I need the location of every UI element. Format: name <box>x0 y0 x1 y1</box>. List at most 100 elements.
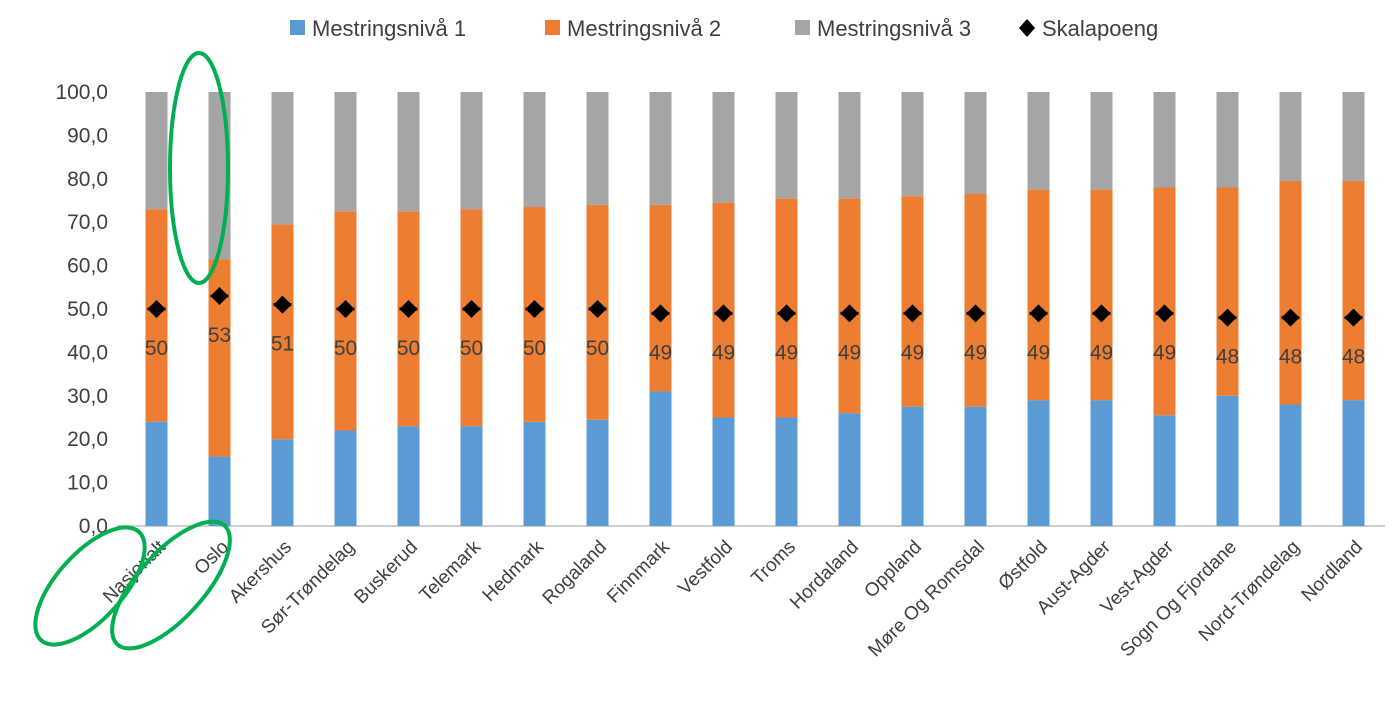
data-label: 50 <box>334 337 357 360</box>
data-label: 49 <box>1153 341 1176 364</box>
bar-segment-1 <box>1216 395 1239 526</box>
bar-segment-3 <box>1027 92 1050 190</box>
legend-swatch-marker <box>1019 19 1035 37</box>
bar-segment-2 <box>397 211 420 427</box>
category-label: Hordaland <box>786 537 863 614</box>
bar-segment-3 <box>712 92 735 203</box>
bar-segment-3 <box>1153 92 1176 188</box>
legend-label: Mestringsnivå 2 <box>567 16 721 41</box>
bar-segment-2 <box>271 224 294 440</box>
category-label: Møre Og Romsdal <box>864 537 989 662</box>
y-tick-label: 20,0 <box>67 428 108 451</box>
data-label: 49 <box>838 341 861 364</box>
bar-segment-1 <box>901 406 924 526</box>
bar-segment-2 <box>649 204 672 392</box>
data-label: 50 <box>397 337 420 360</box>
bar-segment-3 <box>649 92 672 205</box>
bar-segment-3 <box>1216 92 1239 188</box>
data-label: 53 <box>208 324 231 347</box>
bar-segment-1 <box>775 417 798 526</box>
bar-segment-1 <box>1279 404 1302 526</box>
bar-segment-1 <box>1153 415 1176 526</box>
category-label: Rogaland <box>539 537 611 609</box>
bar-segment-3 <box>901 92 924 197</box>
y-tick-label: 80,0 <box>67 168 108 191</box>
y-tick-label: 40,0 <box>67 341 108 364</box>
bar-segment-3 <box>523 92 546 208</box>
bar-segment-2 <box>1216 187 1239 396</box>
data-label: 48 <box>1342 346 1365 369</box>
bar-segment-1 <box>397 426 420 526</box>
bar-segment-2 <box>208 259 231 457</box>
bar-segment-1 <box>460 426 483 526</box>
legend-swatch-2 <box>545 20 560 35</box>
bar-segment-1 <box>523 421 546 526</box>
y-tick-label: 100,0 <box>55 81 108 104</box>
bar-segment-1 <box>1090 400 1113 526</box>
bar-segment-3 <box>271 92 294 225</box>
data-label: 49 <box>775 341 798 364</box>
bar-segment-3 <box>964 92 987 194</box>
bar-segment-3 <box>460 92 483 210</box>
legend-swatch-3 <box>795 20 810 35</box>
annotation-ellipse-oslo-bar <box>168 51 230 285</box>
legend-label: Mestringsnivå 3 <box>817 16 971 41</box>
bar-segment-1 <box>964 406 987 526</box>
bar-segment-2 <box>964 193 987 407</box>
bar-segment-1 <box>649 391 672 526</box>
bar-segment-2 <box>1342 180 1365 401</box>
category-label: Vestfold <box>674 537 737 600</box>
category-label: Telemark <box>416 536 486 606</box>
y-tick-label: 0,0 <box>79 515 108 538</box>
y-tick-label: 50,0 <box>67 298 108 321</box>
data-label: 51 <box>271 333 294 356</box>
bar-segment-1 <box>1342 400 1365 526</box>
data-label: 50 <box>586 337 609 360</box>
bar-segment-2 <box>1027 189 1050 401</box>
category-label: Hedmark <box>479 536 549 606</box>
y-tick-label: 90,0 <box>67 124 108 147</box>
bar-segment-3 <box>1090 92 1113 190</box>
bar-segment-1 <box>586 419 609 526</box>
bar-segment-1 <box>271 439 294 526</box>
data-label: 48 <box>1279 346 1302 369</box>
data-label: 50 <box>460 337 483 360</box>
bar-segment-3 <box>775 92 798 199</box>
category-label: Nordland <box>1298 537 1367 606</box>
data-label: 50 <box>145 337 168 360</box>
legend-label: Skalapoeng <box>1042 16 1158 41</box>
category-label: Sogn Og Fjordane <box>1116 537 1241 662</box>
data-label: 49 <box>1027 341 1050 364</box>
bar-segment-2 <box>1153 187 1176 416</box>
data-label: 48 <box>1216 346 1239 369</box>
bar-segment-1 <box>1027 400 1050 526</box>
category-label: Oppland <box>860 537 926 603</box>
data-label: 50 <box>523 337 546 360</box>
bar-segment-2 <box>901 196 924 407</box>
annotation-ellipse-oslo-label <box>110 519 232 651</box>
category-label: Troms <box>748 537 800 589</box>
bar-segment-3 <box>145 92 168 210</box>
annotation-ellipse-nasjonalt-label <box>33 525 147 647</box>
bar-segment-3 <box>1342 92 1365 181</box>
bar-segment-2 <box>334 211 357 431</box>
category-label: Buskerud <box>350 537 422 609</box>
data-label: 49 <box>649 341 672 364</box>
bar-segment-3 <box>334 92 357 212</box>
bar-segment-1 <box>208 456 231 526</box>
bar-segment-2 <box>1090 189 1113 401</box>
legend-swatch-1 <box>290 20 305 35</box>
y-tick-label: 70,0 <box>67 211 108 234</box>
bar-segment-1 <box>712 417 735 526</box>
y-tick-label: 60,0 <box>67 255 108 278</box>
y-tick-label: 10,0 <box>67 472 108 495</box>
data-label: 49 <box>901 341 924 364</box>
bar-segment-3 <box>838 92 861 199</box>
category-label: Østfold <box>995 537 1052 594</box>
bar-segment-3 <box>586 92 609 205</box>
bar-segment-3 <box>1279 92 1302 181</box>
bar-segment-1 <box>145 421 168 526</box>
bar-segment-1 <box>334 430 357 526</box>
